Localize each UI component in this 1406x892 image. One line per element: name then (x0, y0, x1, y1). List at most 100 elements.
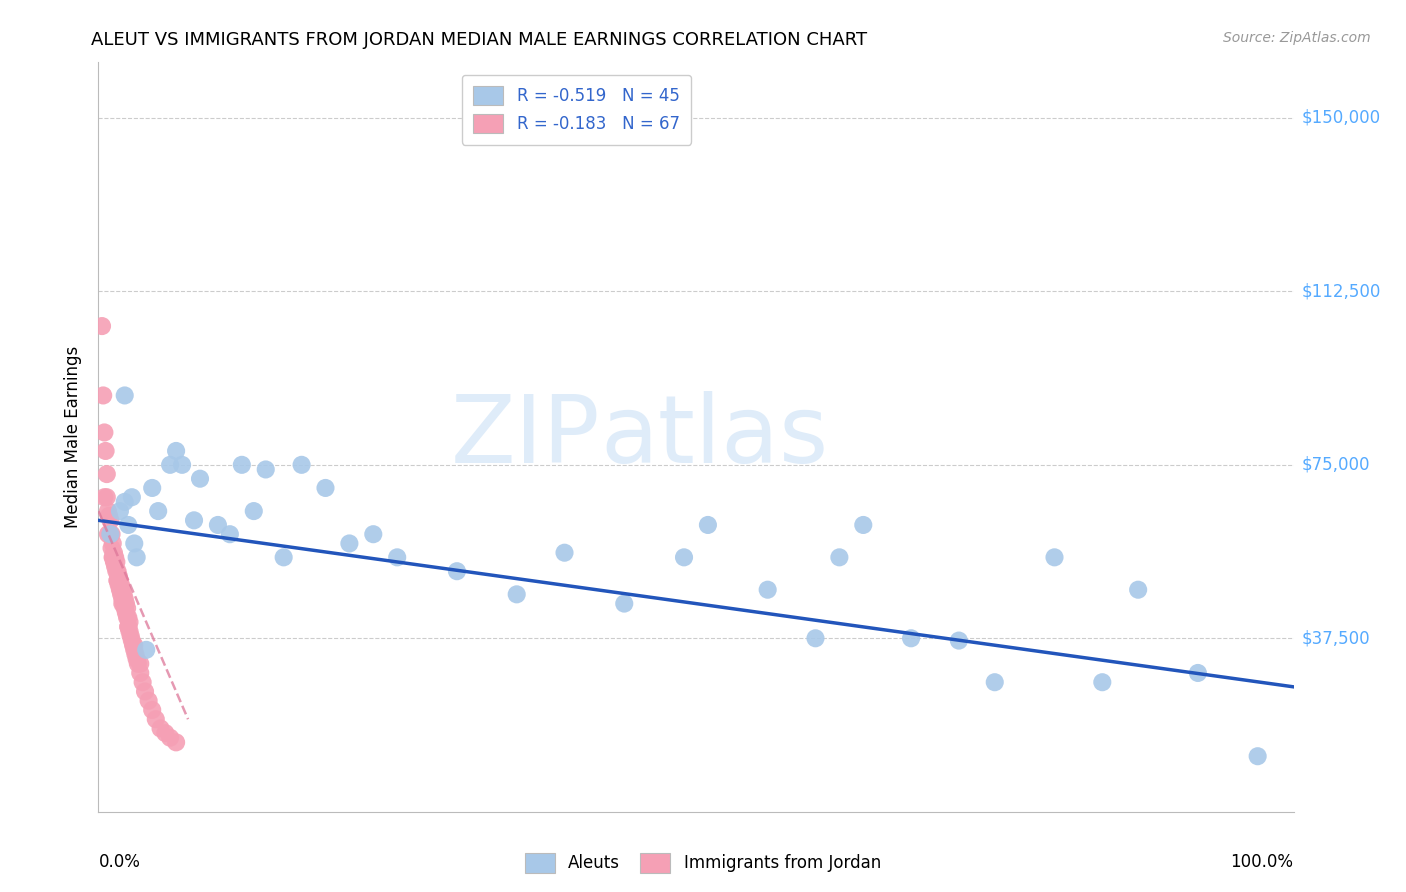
Point (100, 527, 122, 541)
Point (111, 591, 134, 606)
Point (756, 582, 779, 597)
Point (363, 527, 385, 541)
Point (103, 546, 125, 560)
Point (91, 319, 114, 334)
Point (101, 536, 124, 550)
Point (107, 569, 129, 583)
Point (315, 481, 337, 495)
Point (172, 458, 194, 472)
Point (110, 578, 132, 592)
Point (107, 564, 129, 578)
Point (141, 703, 163, 717)
Point (107, 574, 129, 588)
Point (273, 550, 295, 565)
Text: Source: ZipAtlas.com: Source: ZipAtlas.com (1223, 31, 1371, 45)
Point (97, 527, 120, 541)
Text: $150,000: $150,000 (1302, 109, 1381, 127)
Point (613, 597, 636, 611)
Point (207, 518, 229, 533)
Point (155, 726, 177, 740)
Point (948, 633, 970, 648)
Point (112, 587, 135, 601)
Point (104, 550, 127, 565)
Text: 100.0%: 100.0% (1230, 853, 1294, 871)
Point (135, 643, 157, 657)
Point (117, 620, 139, 634)
Point (100, 541, 122, 555)
Point (118, 624, 141, 639)
Point (114, 601, 136, 615)
Point (124, 536, 146, 550)
Point (124, 648, 146, 662)
Text: $75,000: $75,000 (1302, 456, 1371, 474)
Point (219, 527, 242, 541)
Point (103, 555, 125, 569)
Text: $37,500: $37,500 (1302, 629, 1371, 648)
Point (114, 388, 136, 402)
Point (107, 578, 129, 592)
Point (101, 550, 124, 565)
Point (125, 550, 148, 565)
Point (900, 632, 922, 646)
Point (852, 518, 875, 533)
Point (114, 591, 136, 606)
Legend: Aleuts, Immigrants from Jordan: Aleuts, Immigrants from Jordan (519, 847, 887, 880)
Y-axis label: Median Male Earnings: Median Male Earnings (65, 346, 83, 528)
Point (673, 550, 696, 565)
Point (122, 638, 145, 652)
Point (1247, 749, 1270, 764)
Point (165, 735, 187, 749)
Point (159, 731, 181, 745)
Point (804, 632, 827, 646)
Point (446, 564, 468, 578)
Point (554, 546, 576, 560)
Point (231, 458, 253, 472)
Point (291, 458, 314, 472)
Point (1043, 550, 1066, 565)
Point (141, 481, 163, 495)
Point (114, 495, 136, 509)
Point (98, 513, 122, 527)
Point (108, 582, 131, 597)
Point (115, 610, 138, 624)
Point (127, 657, 149, 671)
Point (112, 597, 135, 611)
Point (183, 513, 205, 527)
Point (96, 490, 118, 504)
Point (129, 665, 152, 680)
Point (107, 574, 129, 588)
Point (98, 508, 121, 523)
Point (506, 587, 529, 601)
Point (121, 490, 143, 504)
Point (1187, 665, 1209, 680)
Point (1128, 582, 1150, 597)
Point (1091, 675, 1114, 690)
Text: ZIP: ZIP (451, 391, 600, 483)
Point (108, 574, 131, 588)
Point (148, 504, 170, 518)
Point (138, 694, 160, 708)
Point (188, 472, 211, 486)
Text: $112,500: $112,500 (1302, 283, 1381, 301)
Point (98, 527, 122, 541)
Point (124, 638, 146, 652)
Point (93, 425, 115, 440)
Text: ALEUT VS IMMIGRANTS FROM JORDAN MEDIAN MALE EARNINGS CORRELATION CHART: ALEUT VS IMMIGRANTS FROM JORDAN MEDIAN M… (91, 31, 868, 49)
Point (254, 462, 277, 476)
Point (104, 559, 127, 574)
Point (117, 620, 139, 634)
Point (828, 550, 851, 565)
Point (697, 518, 720, 533)
Point (134, 684, 156, 698)
Point (165, 444, 187, 458)
Point (120, 629, 142, 643)
Point (145, 712, 167, 726)
Point (115, 597, 138, 611)
Point (149, 722, 172, 736)
Point (93, 490, 115, 504)
Point (96, 467, 118, 481)
Point (125, 652, 148, 666)
Point (118, 615, 141, 629)
Text: 0.0%: 0.0% (98, 853, 141, 871)
Point (115, 606, 138, 620)
